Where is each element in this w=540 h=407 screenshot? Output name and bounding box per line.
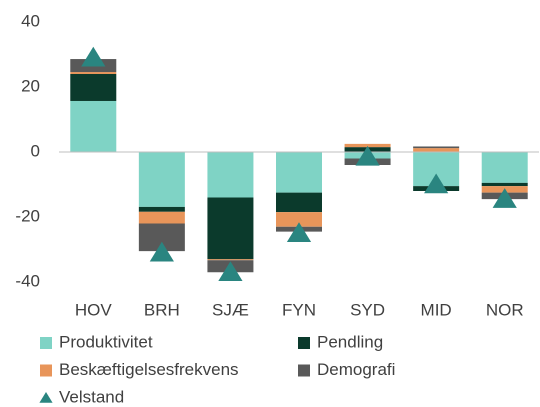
legend-swatch	[298, 364, 310, 377]
bar-segment	[138, 211, 185, 224]
x-tick-label: HOV	[75, 300, 113, 319]
y-tick-label: -40	[15, 271, 40, 290]
bar-segment	[207, 152, 254, 198]
bar-segment	[207, 197, 254, 260]
bar-segment	[138, 152, 185, 207]
legend-swatch	[40, 337, 52, 349]
bar-segment	[70, 72, 117, 74]
marker	[218, 261, 243, 282]
x-tick-label: MID	[421, 300, 452, 319]
marker	[286, 222, 312, 243]
legend-label: Pendling	[317, 332, 383, 351]
legend-label: Produktivitet	[59, 332, 153, 351]
x-tick-label: BRH	[144, 300, 180, 319]
bar-segment	[207, 259, 254, 261]
legend-label: Beskæftigelsesfrekvens	[59, 360, 239, 379]
bar-segment	[481, 152, 528, 183]
legend-swatch	[39, 392, 53, 403]
bar-segment	[413, 148, 460, 152]
x-tick-label: SYD	[350, 300, 385, 319]
legend-swatch	[40, 364, 52, 377]
bar-segment	[481, 182, 528, 187]
y-tick-label: 40	[21, 11, 40, 30]
y-tick-label: -20	[15, 206, 40, 225]
bar-segment	[344, 143, 391, 148]
marker	[492, 188, 517, 208]
x-tick-label: FYN	[282, 300, 316, 319]
y-tick-label: 20	[21, 76, 40, 95]
bar-segment	[276, 152, 322, 193]
x-tick-label: NOR	[486, 300, 524, 319]
bar-segment	[276, 192, 322, 213]
marker	[355, 145, 380, 166]
marker	[149, 241, 174, 262]
bar-segment	[276, 212, 322, 227]
bar-segment	[70, 100, 117, 152]
bar-segment	[138, 206, 185, 212]
legend-swatch	[298, 337, 310, 349]
legend-label: Velstand	[59, 387, 124, 406]
bar-segment	[70, 74, 117, 101]
bar-segment	[413, 146, 460, 149]
marker	[81, 46, 106, 67]
legend-label: Demografi	[317, 360, 395, 379]
y-tick-label: 0	[31, 141, 40, 160]
x-tick-label: SJÆ	[212, 300, 249, 319]
marker	[424, 173, 449, 194]
